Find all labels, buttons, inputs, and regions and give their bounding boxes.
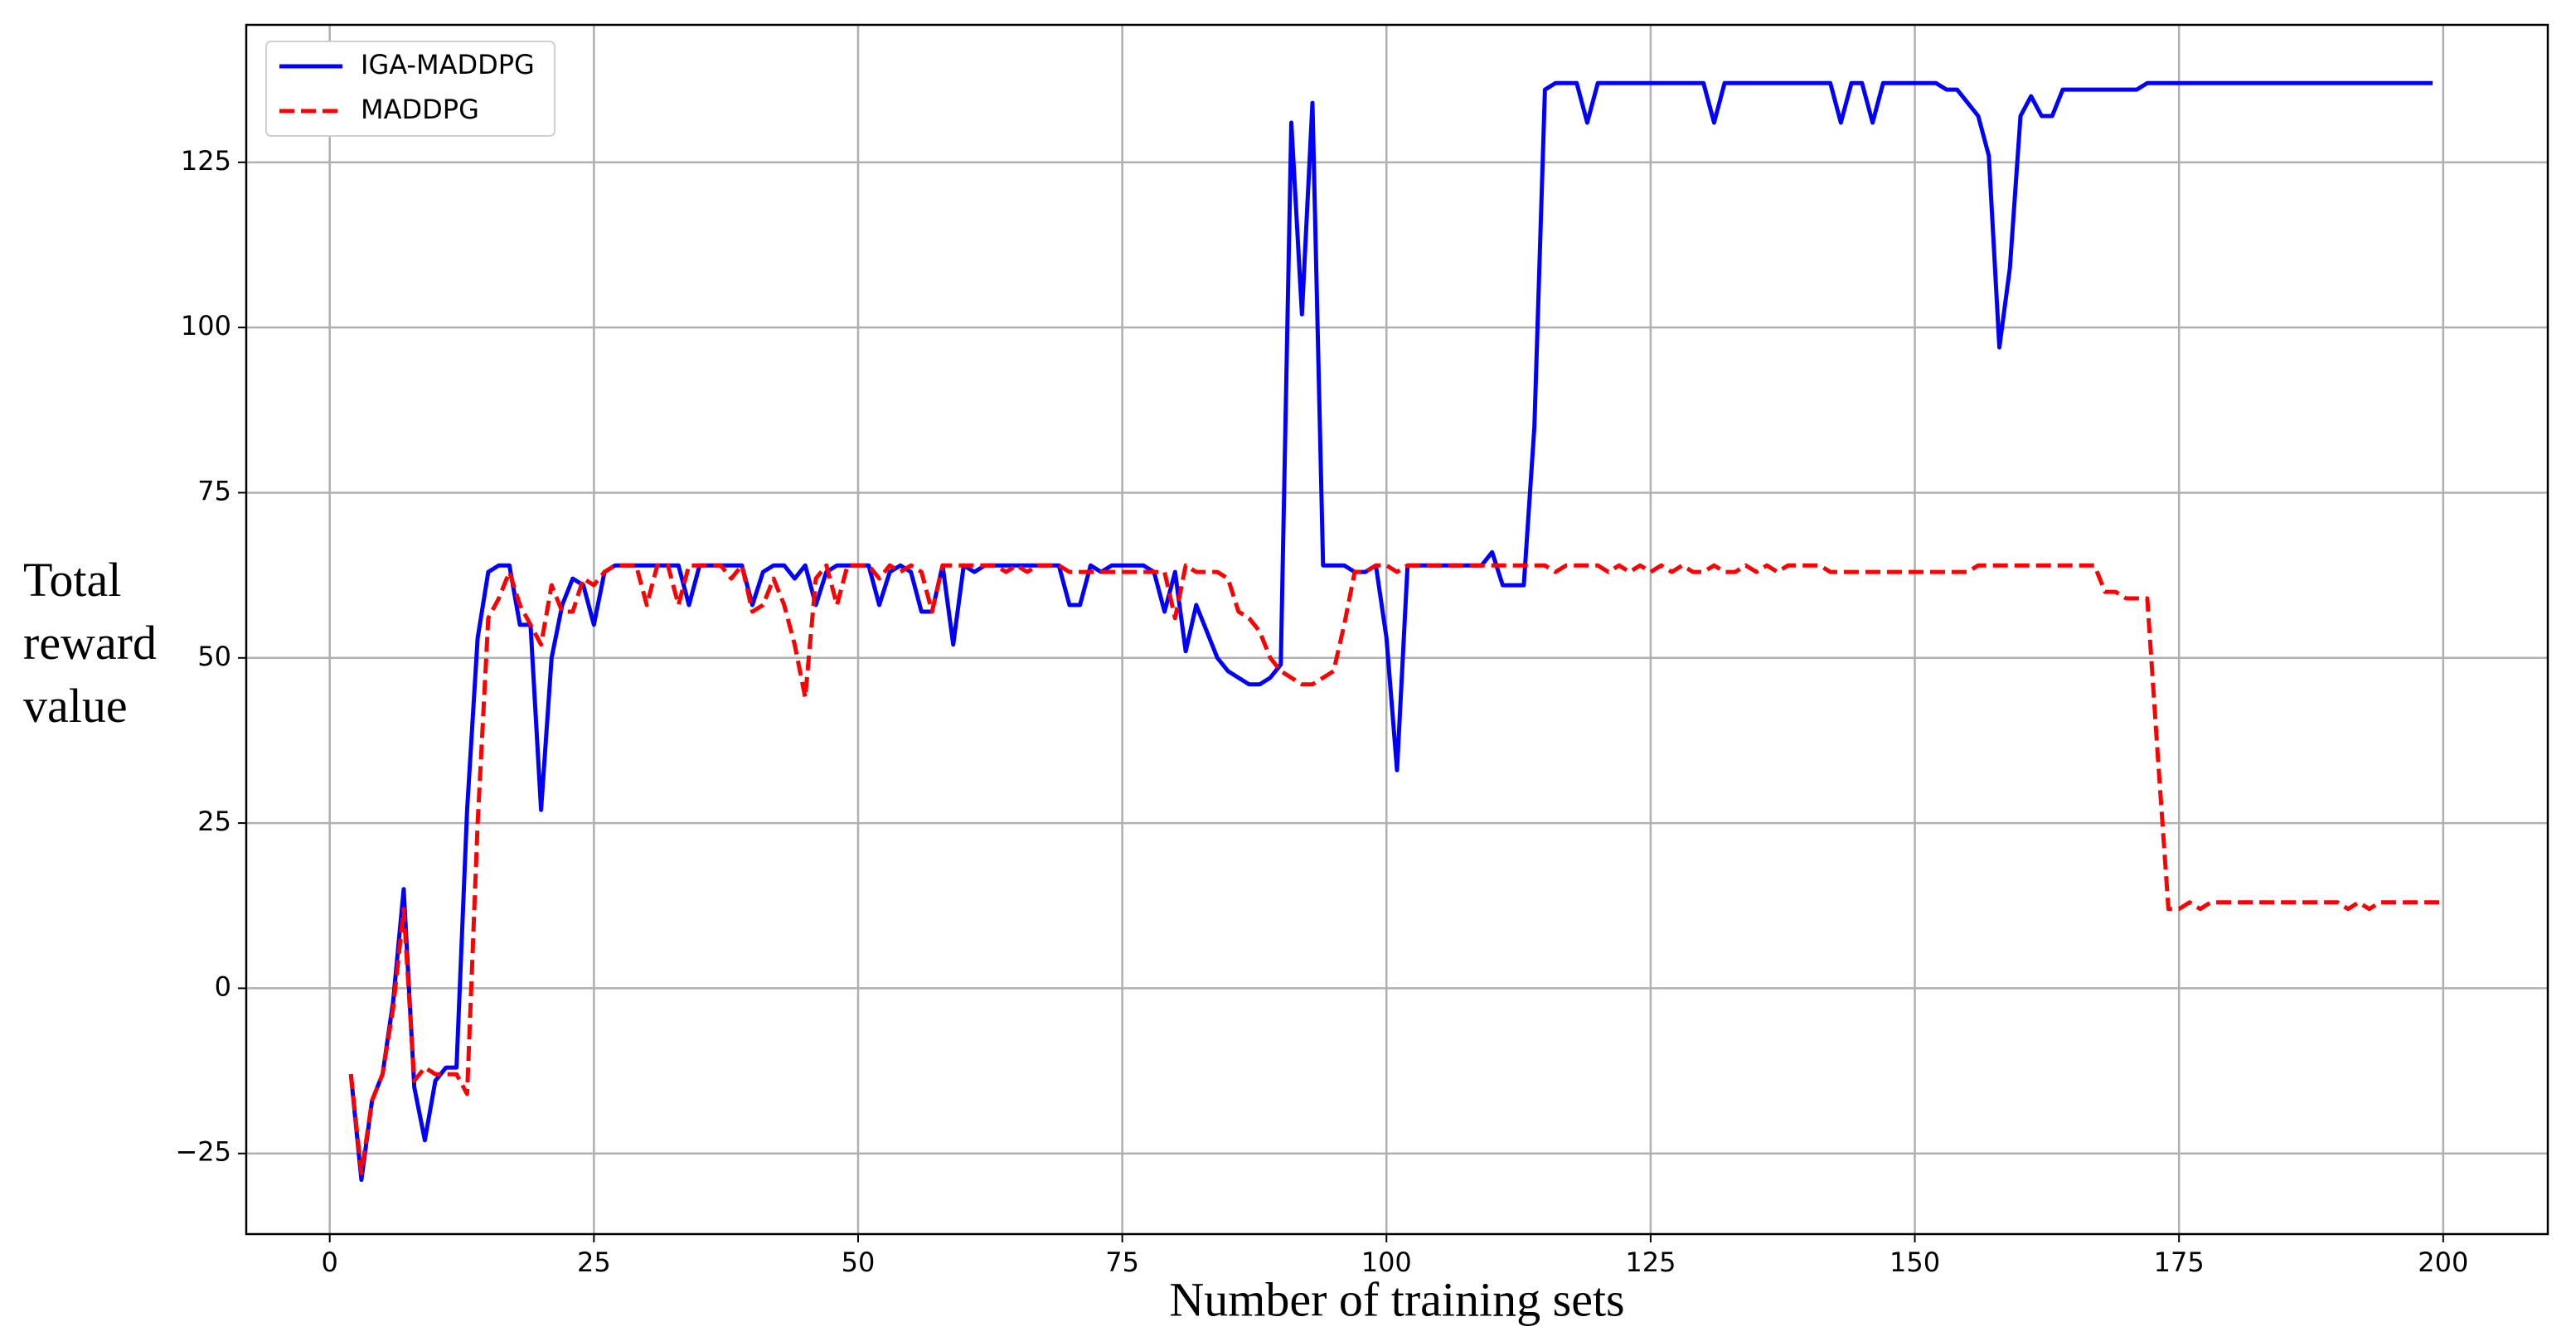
x-axis-label: Number of training sets: [1169, 1272, 1624, 1326]
y-tick-label: 125: [181, 145, 231, 177]
y-tick-label: 25: [197, 806, 231, 837]
y-tick-label: 75: [197, 475, 231, 506]
series-line: [348, 80, 2433, 1183]
legend-label: MADDPG: [361, 94, 479, 125]
y-axis-label: Total reward value: [23, 553, 158, 733]
grid: [246, 25, 2548, 1234]
x-tick-label: 50: [842, 1247, 876, 1278]
x-tick-label: 100: [1361, 1247, 1412, 1278]
plot-frame: [245, 23, 2549, 1236]
x-tick-label: 0: [322, 1247, 338, 1278]
x-tick-label: 200: [2418, 1247, 2468, 1278]
x-tick-label: 175: [2154, 1247, 2205, 1278]
x-tick-label: 150: [1890, 1247, 1940, 1278]
y-tick-label: −25: [175, 1136, 231, 1168]
y-tick-label: 0: [215, 971, 231, 1002]
x-tick-label: 25: [577, 1247, 611, 1278]
legend: IGA-MADDPG MADDPG: [265, 41, 555, 137]
x-tick-label: 75: [1105, 1247, 1139, 1278]
y-tick-label: 100: [181, 310, 231, 341]
legend-label: IGA-MADDPG: [361, 49, 535, 80]
x-tick-label: 125: [1625, 1247, 1676, 1278]
series-line: [348, 563, 2443, 1176]
y-tick-label: 50: [197, 641, 231, 672]
